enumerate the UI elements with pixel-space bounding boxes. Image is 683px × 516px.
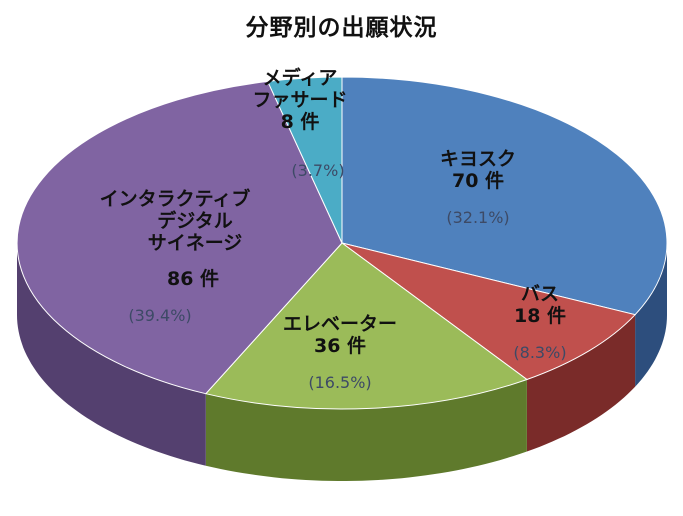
slice-3-value: 36 件 [314, 334, 366, 357]
slice-3-percent: (16.5%) [308, 373, 371, 392]
slice-2-value: 18 件 [514, 304, 566, 327]
slice-5-value: 8 件 [281, 110, 320, 133]
slice-5-percent: (3.7%) [291, 161, 344, 180]
slice-side-3 [205, 379, 527, 481]
slice-4 [16, 80, 343, 395]
slice-5-name-2: ファサード [252, 89, 347, 111]
slice-5-name-1: メディア [263, 66, 338, 89]
slice-2-name-1: バス [521, 283, 559, 305]
slice-4-name-3: サイネージ [148, 232, 243, 254]
pie-side-walls [17, 243, 667, 481]
slice-2-percent: (8.3%) [513, 343, 566, 362]
slice-2 [341, 242, 637, 381]
slice-1-value: 70 件 [452, 169, 504, 192]
slice-3-name-1: エレベーター [283, 313, 397, 335]
slice-side-2 [526, 314, 636, 452]
chart-title: 分野別の出願状況 [245, 15, 438, 41]
slice-4-value: 86 件 [167, 267, 219, 290]
slice-5 [266, 76, 343, 244]
slice-4-percent: (39.4%) [128, 306, 191, 325]
pie-top-faces [16, 76, 668, 410]
slice-1-name-1: キヨスク [440, 148, 516, 170]
slice-3 [204, 242, 528, 410]
slice-1 [341, 76, 668, 316]
slice-side-1 [635, 243, 667, 387]
slice-4-name-2: デジタル [157, 209, 233, 232]
slice-side-4 [17, 243, 206, 466]
slice-4-name-1: インタラクティブ [100, 187, 251, 210]
slice-1-percent: (32.1%) [446, 208, 509, 227]
